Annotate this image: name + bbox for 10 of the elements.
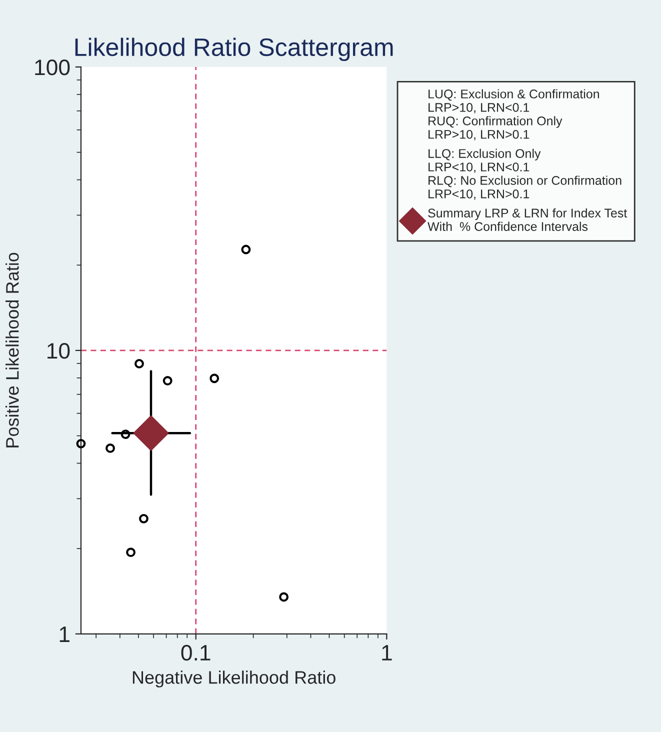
y-tick-label: 10 (48, 342, 70, 359)
text: LUQ: Exclusion & Confirmation LRP>10, LRN<0.1 RUQ: Confirmation Only LRP>10, LRN>0.1 (428, 89, 599, 140)
y-tick-label: 1 (60, 626, 70, 642)
text: LLQ: Exclusion Only LRP<10, LRN<0.1 RLQ: No Exclusion or Confirmation LRP<10, LRN>0.1 (428, 148, 622, 200)
y-axis-title: Positive Likelihood Ratio (6, 252, 19, 448)
y-tick-label: 100 (35, 60, 70, 76)
x-tick-label: 0.1 (181, 644, 210, 661)
x-axis-title: Negative Likelihood Ratio (132, 670, 336, 688)
chart-title: Likelihood Ratio Scattergram (75, 38, 393, 62)
legend-label: Summary LRP & LRN for Index Test With % Confidence Intervals (428, 208, 628, 231)
